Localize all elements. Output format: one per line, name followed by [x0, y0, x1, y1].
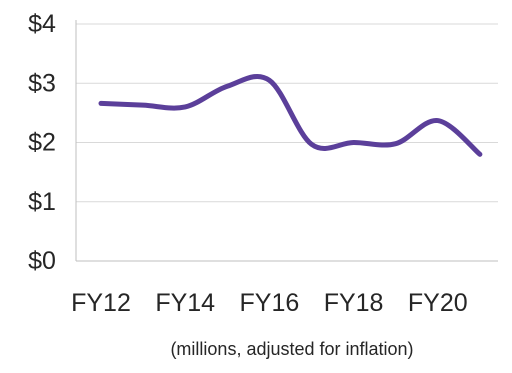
x-axis-tick-labels: FY12 FY14 FY16 FY18 FY20: [71, 289, 468, 317]
x-tick-label: FY12: [71, 289, 131, 317]
y-tick-label: $3: [28, 69, 56, 97]
x-tick-label: FY20: [408, 289, 468, 317]
grid-lines: [76, 23, 498, 203]
series-line-0: [98, 74, 483, 157]
x-tick-label: FY16: [240, 289, 300, 317]
y-tick-label: $2: [28, 129, 56, 157]
y-tick-label: $0: [28, 247, 56, 275]
series-group: [98, 74, 483, 157]
x-tick-label: FY14: [155, 289, 215, 317]
y-tick-label: $4: [28, 10, 56, 38]
y-axis-tick-labels: $0 $1 $2 $3 $4: [28, 10, 56, 275]
x-tick-label: FY18: [324, 289, 384, 317]
chart-caption: (millions, adjusted for inflation): [170, 339, 413, 359]
axes: [75, 20, 498, 262]
y-tick-label: $1: [28, 188, 56, 216]
